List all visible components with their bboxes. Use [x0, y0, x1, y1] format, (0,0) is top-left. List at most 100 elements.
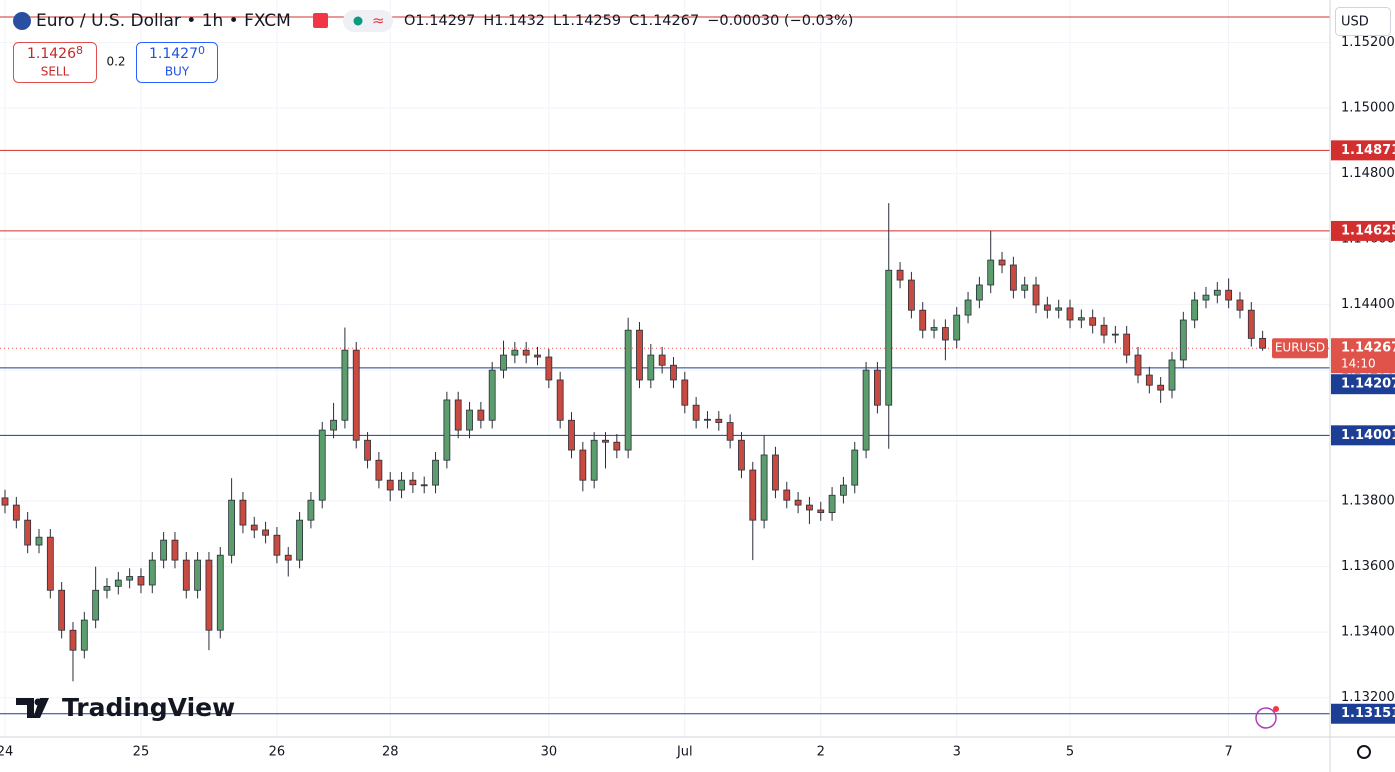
- status-pill[interactable]: [343, 10, 393, 32]
- candle-body: [250, 524, 258, 531]
- last-price-box: [1331, 338, 1395, 374]
- x-tick-label: 30: [541, 745, 558, 760]
- candle-body: [126, 576, 134, 581]
- ohlc-value: 1.1432: [494, 13, 545, 29]
- candle-body: [92, 589, 100, 621]
- candle-body: [24, 519, 32, 546]
- candle-body: [760, 454, 768, 521]
- x-tick-label: 28: [382, 745, 399, 760]
- candle-body: [670, 364, 677, 381]
- candle-body: [840, 484, 847, 496]
- candle-body: [205, 559, 213, 631]
- candle-body: [1202, 294, 1210, 301]
- candle-body: [636, 329, 643, 381]
- candle-body: [1123, 333, 1131, 356]
- y-tick-label: 1.13400: [1341, 625, 1395, 640]
- x-tick-label: 3: [953, 745, 961, 760]
- candle-body: [885, 269, 893, 406]
- candle-body: [1111, 333, 1119, 336]
- level-label: 1.14871: [1341, 143, 1395, 158]
- candle-body: [420, 484, 428, 487]
- alert-icon[interactable]: [1255, 707, 1277, 729]
- ohlc-change: −0.00030 (−0.03%): [707, 13, 853, 29]
- candle-body: [1066, 307, 1074, 321]
- candle-body: [182, 559, 190, 591]
- x-tick-label: 24: [0, 745, 13, 760]
- chart-title: Euro / U.S. Dollar • 1h • FXCM: [36, 11, 291, 31]
- x-tick-label: Jul: [676, 745, 693, 760]
- alert-dot: [1273, 706, 1279, 712]
- candle-body: [579, 449, 587, 481]
- candle-body: [1213, 289, 1221, 296]
- candle-body: [69, 629, 77, 651]
- ohlc-label: H: [483, 13, 494, 29]
- candle-body: [556, 379, 564, 421]
- candle-body: [216, 554, 224, 631]
- y-tick-label: 1.13600: [1341, 559, 1395, 574]
- candle-body: [386, 479, 394, 491]
- candle-body: [896, 269, 904, 281]
- candle-body: [1179, 319, 1187, 361]
- candle-body: [817, 509, 825, 514]
- candle-body: [466, 409, 473, 431]
- candle-body: [114, 579, 122, 587]
- buy-button[interactable]: 1.14270 BUY: [136, 42, 218, 83]
- ohlc-value: 1.14297: [415, 13, 475, 29]
- currency: USD: [1341, 15, 1369, 30]
- flag-icon[interactable]: [313, 13, 328, 28]
- level-label-box: [1331, 425, 1395, 446]
- symbol-badge: [1272, 338, 1328, 359]
- candle-body: [953, 314, 961, 341]
- candle-body: [12, 504, 20, 521]
- settings-icon[interactable]: [1357, 745, 1371, 759]
- candle-body: [262, 529, 269, 536]
- candle-body: [1145, 374, 1153, 386]
- currency-button[interactable]: [1335, 7, 1391, 36]
- candle-body: [409, 479, 417, 486]
- candle-body: [534, 354, 541, 358]
- x-tick-label: 26: [269, 745, 286, 760]
- candle-body: [692, 404, 700, 421]
- candle-body: [432, 459, 439, 486]
- candle-body: [522, 349, 530, 356]
- candle-body: [318, 429, 326, 501]
- sell-button[interactable]: 1.14268 SELL: [13, 42, 97, 83]
- buy-label: BUY: [165, 65, 190, 79]
- candle-body: [1191, 299, 1199, 321]
- candle-body: [1089, 317, 1097, 326]
- candle-body: [239, 499, 247, 526]
- candle-body: [772, 454, 779, 491]
- candle-body: [987, 259, 995, 286]
- candle-body: [1077, 317, 1085, 321]
- candle-body: [1236, 299, 1244, 311]
- market-open-dot: [353, 16, 363, 26]
- candle-body: [80, 619, 88, 651]
- levels: [0, 16, 1330, 715]
- candle-body: [443, 399, 451, 461]
- candle-body: [352, 349, 360, 441]
- candle-body: [284, 554, 292, 561]
- y-tick-label: 1.14800: [1341, 166, 1395, 181]
- level-label-box: [1331, 140, 1395, 161]
- x-tick-label: 5: [1066, 745, 1074, 760]
- candle-body: [828, 494, 836, 514]
- candle-body: [1247, 309, 1255, 339]
- candle-body: [919, 309, 927, 331]
- candle-body: [1021, 284, 1029, 291]
- candle-body: [160, 539, 168, 561]
- x-tick-label: 7: [1224, 745, 1232, 760]
- buy-price: 1.14270: [149, 44, 205, 62]
- candle-body: [975, 284, 983, 301]
- candle-body: [647, 354, 655, 381]
- candle-body: [602, 439, 609, 443]
- candle-body: [341, 349, 349, 421]
- candle-body: [307, 499, 315, 521]
- sell-price: 1.14268: [27, 44, 83, 62]
- candle-body: [783, 489, 791, 501]
- y-tick-label: 1.15200: [1341, 35, 1395, 50]
- x-tick-label: 25: [133, 745, 150, 760]
- candle-body: [941, 327, 949, 341]
- candle-body: [738, 439, 745, 471]
